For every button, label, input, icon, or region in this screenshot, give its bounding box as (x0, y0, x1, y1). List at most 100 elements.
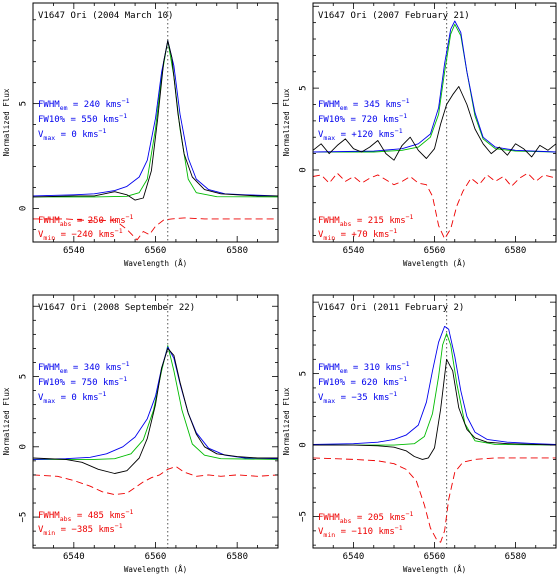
fw10-value: FW10% = 620 kms (318, 378, 399, 388)
vmin-subscript: min (43, 529, 55, 537)
x-tick-label: 6540 (343, 552, 365, 562)
unit-superscript: −1 (399, 112, 407, 120)
x-tick-label: 6580 (505, 246, 527, 256)
fwhm-subscript: abs (340, 517, 352, 525)
gaussian-fit-line (313, 333, 556, 446)
absorption-line (313, 172, 556, 240)
fwhm-value: = 205 kms (351, 513, 405, 523)
x-tick-label: 6540 (63, 552, 85, 562)
observed-line (313, 358, 556, 460)
vmax-value: = 0 kms (55, 393, 98, 403)
fwhm-value: = 240 kms (68, 100, 122, 110)
fwhm-abs-annotation: FWHMabs = 485 kms−1 (38, 508, 134, 523)
x-tick-label: 6580 (505, 552, 527, 562)
fw10-value: FW10% = 720 kms (318, 115, 399, 125)
unit-superscript: −1 (99, 127, 107, 135)
unit-superscript: −1 (406, 213, 414, 221)
vmin-value: = −240 kms (55, 230, 115, 240)
vmax-label: V (318, 130, 324, 140)
fwhm-abs-annotation: FWHMabs = 250 kms−1 (38, 213, 134, 228)
panel-2: 6540 6560 6580 0 5 Wavelength (Å) Normalized F… (282, 2, 557, 268)
fw10-annotation: FW10% = 750 kms−1 (38, 375, 127, 388)
vmin-value: = −385 kms (55, 525, 115, 535)
vmin-subscript: min (323, 234, 335, 242)
vmax-label: V (38, 393, 44, 403)
x-tick-label: 6560 (145, 246, 167, 256)
vmin-label: V (38, 230, 44, 240)
unit-superscript: −1 (402, 360, 410, 368)
vmin-annotation: Vmin = −110 kms−1 (318, 524, 403, 539)
unit-superscript: −1 (406, 510, 414, 518)
fw10-annotation: FW10% = 550 kms−1 (38, 112, 127, 125)
unit-superscript: −1 (119, 112, 127, 120)
vmax-value: = 0 kms (55, 130, 98, 140)
y-tick-label: 5 (299, 85, 309, 90)
y-tick-label: 0 (299, 167, 309, 172)
y-tick-label: −5 (19, 512, 29, 523)
panel-title: V1647 Ori (2004 March 10) (38, 11, 173, 21)
y-tick-label: −5 (299, 511, 309, 522)
fwhm-label: FWHM (318, 363, 340, 373)
vmax-label: V (318, 393, 324, 403)
y-axis-label: Normalized Flux (282, 387, 291, 455)
panel-title: V1647 Ori (2008 September 22) (38, 303, 195, 313)
panel-title: V1647 Ori (2011 February 2) (318, 303, 464, 313)
x-tick-label: 6560 (424, 246, 446, 256)
vmax-value: = +120 kms (335, 130, 395, 140)
fwhm-value: = 250 kms (71, 216, 125, 226)
fwhm-em-annotation: FWHMem = 240 kms−1 (38, 97, 130, 112)
fwhm-subscript: em (340, 104, 348, 112)
unit-superscript: −1 (126, 213, 134, 221)
fwhm-em-annotation: FWHMem = 340 kms−1 (38, 360, 130, 375)
vmax-label: V (38, 130, 44, 140)
absorption-line (33, 217, 278, 241)
panel-3: 6540 6560 6580 −5 0 5 Wavelength (Å) Normalized… (2, 294, 279, 574)
unit-superscript: −1 (115, 522, 123, 530)
vmax-subscript: max (323, 397, 335, 405)
emission-fit-line (313, 20, 556, 153)
plot-frame (32, 294, 279, 549)
fwhm-value: = 340 kms (68, 363, 122, 373)
fwhm-abs-annotation: FWHMabs = 205 kms−1 (318, 510, 414, 525)
fw10-value: FW10% = 550 kms (38, 115, 119, 125)
plot-frame (312, 294, 557, 549)
vmin-annotation: Vmin = −385 kms−1 (38, 522, 123, 537)
x-axis-label: Wavelength (Å) (403, 565, 466, 574)
fwhm-subscript: em (60, 367, 68, 375)
fwhm-subscript: em (340, 367, 348, 375)
y-axis-label: Normalized Flux (2, 387, 11, 455)
absorption-line (33, 466, 278, 496)
panel-1: 6540 6560 6580 0 5 Wavelength (Å) Normalized F… (2, 2, 279, 268)
x-tick-label: 6580 (226, 552, 248, 562)
vmax-annotation: Vmax = +120 kms−1 (318, 127, 403, 142)
fwhm-value: = 485 kms (71, 511, 125, 521)
vmin-value: = −110 kms (335, 527, 395, 537)
fwhm-value: = 345 kms (348, 100, 402, 110)
vmin-subscript: min (323, 531, 335, 539)
unit-superscript: −1 (395, 524, 403, 532)
fwhm-value: = 310 kms (348, 363, 402, 373)
vmin-label: V (318, 527, 324, 537)
y-tick-label: 5 (19, 101, 29, 106)
fwhm-em-annotation: FWHMem = 345 kms−1 (318, 97, 410, 112)
unit-superscript: −1 (122, 97, 130, 105)
vmax-subscript: max (43, 134, 55, 142)
vmin-label: V (38, 525, 44, 535)
fwhm-abs-annotation: FWHMabs = 215 kms−1 (318, 213, 414, 228)
y-tick-label: 0 (19, 444, 29, 449)
observed-line (33, 40, 278, 201)
unit-superscript: −1 (122, 360, 130, 368)
unit-superscript: −1 (99, 390, 107, 398)
emission-fit-line (313, 325, 556, 445)
vmax-annotation: Vmax = 0 kms−1 (38, 390, 106, 405)
y-tick-label: 5 (299, 371, 309, 376)
vmin-annotation: Vmin = +70 kms−1 (318, 227, 397, 242)
fw10-value: FW10% = 750 kms (38, 378, 119, 388)
panel-title: V1647 Ori (2007 February 21) (318, 11, 470, 21)
x-tick-label: 6560 (424, 552, 446, 562)
vmax-subscript: max (43, 397, 55, 405)
vmin-label: V (318, 230, 324, 240)
x-tick-label: 6580 (226, 246, 248, 256)
y-tick-label: 0 (19, 206, 29, 211)
